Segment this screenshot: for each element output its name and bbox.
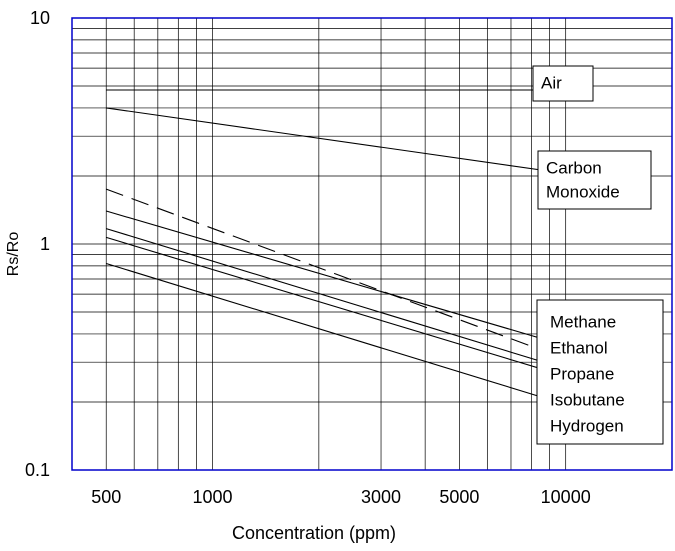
label-box-carbon-monoxide-text: Carbon: [546, 158, 602, 177]
label-box-gas-group-text: Propane: [550, 364, 614, 383]
x-axis-label: Concentration (ppm): [232, 523, 396, 543]
x-tick-label: 500: [91, 487, 121, 507]
plot-frame: [71, 17, 673, 471]
y-axis-label: Rs/Ro: [5, 232, 22, 277]
series-line-propane: [106, 228, 566, 370]
y-tick-label: 1: [40, 234, 50, 254]
y-tick-label: 10: [30, 8, 50, 28]
x-tick-label: 1000: [193, 487, 233, 507]
series-line-carbon-monoxide: [106, 107, 566, 175]
label-box-air-frame: [532, 65, 594, 102]
label-box-carbon-monoxide-text: Monoxide: [546, 182, 620, 201]
x-tick-label: 10000: [541, 487, 591, 507]
label-box-carbon-monoxide: Carbon Monoxide: [537, 150, 652, 210]
label-box-gas-group: Methane Ethanol Propane Isobutane Hydrogen: [536, 299, 664, 445]
label-box-gas-group-text: Isobutane: [550, 390, 625, 409]
series-line-isobutane: [106, 236, 566, 377]
tick-labels: 500 1000 3000 5000 10000 0.1 1 10: [25, 8, 591, 507]
series-label-boxes: Air Carbon Monoxide Methane Ethanol Propane Is…: [532, 65, 664, 445]
x-tick-label: 3000: [361, 487, 401, 507]
series-lines: [106, 89, 566, 406]
series-line-ethanol: [106, 210, 566, 347]
label-box-gas-group-text: Hydrogen: [550, 416, 624, 435]
label-box-gas-group-text: Ethanol: [550, 338, 608, 357]
series-line-methane: [106, 188, 566, 360]
y-tick-label: 0.1: [25, 460, 50, 480]
label-box-carbon-monoxide-frame: [537, 150, 652, 210]
label-box-gas-group-text: Methane: [550, 312, 616, 331]
label-box-air: Air: [532, 65, 594, 102]
x-tick-label: 5000: [439, 487, 479, 507]
label-box-gas-group-frame: [536, 299, 664, 445]
label-box-air-text: Air: [541, 73, 562, 92]
series-line-hydrogen: [106, 262, 566, 406]
